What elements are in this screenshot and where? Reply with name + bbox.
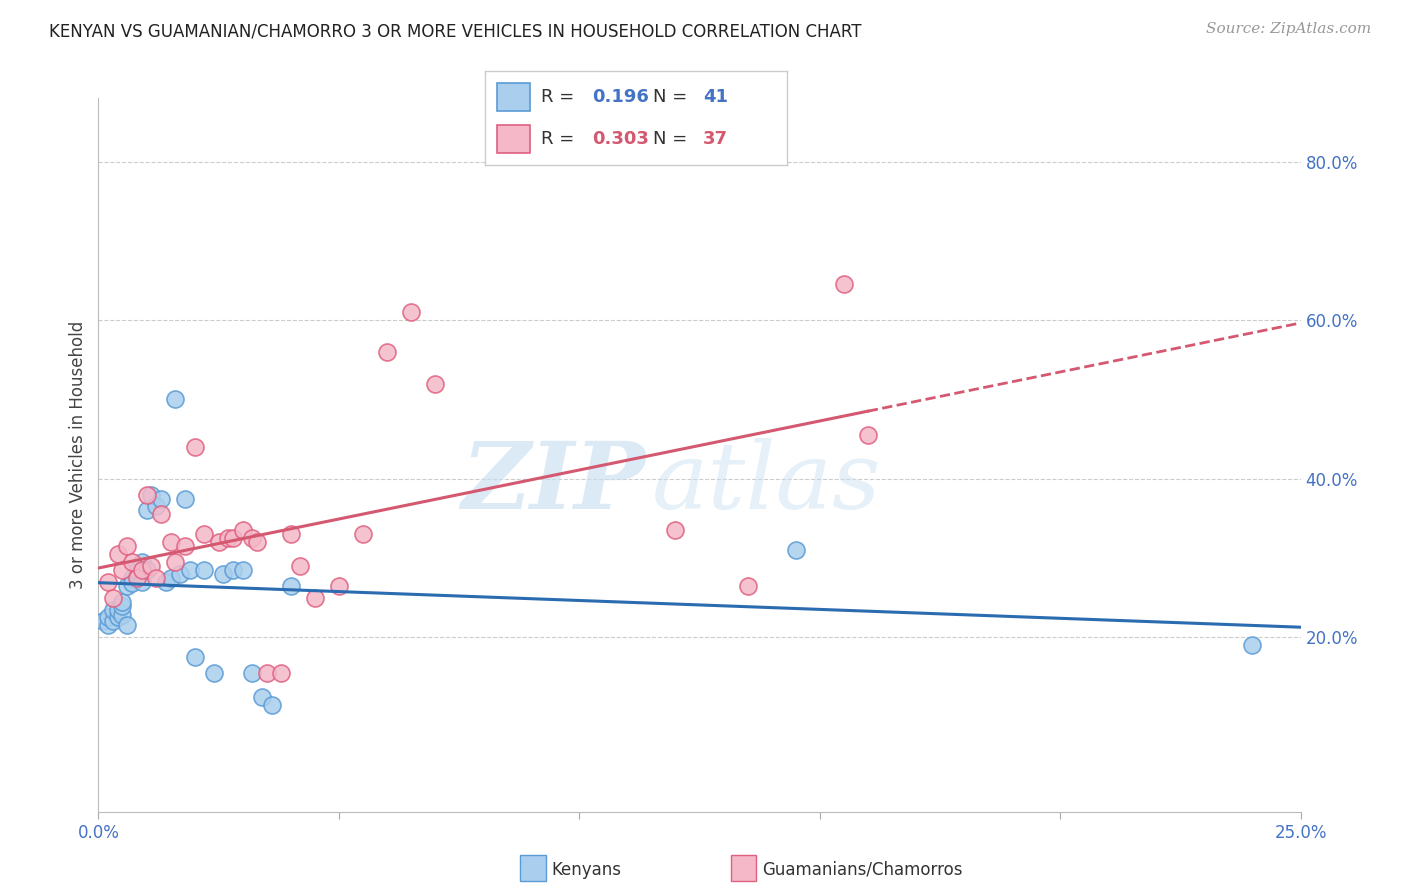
- Point: [202, 665, 225, 680]
- Point: [149, 508, 172, 522]
- Point: [222, 531, 245, 545]
- Point: [169, 566, 191, 581]
- Point: [125, 566, 148, 581]
- Point: [125, 571, 148, 585]
- Text: ZIP: ZIP: [461, 439, 645, 528]
- Point: [121, 555, 143, 569]
- Point: [290, 558, 312, 573]
- Point: [107, 602, 129, 616]
- Point: [193, 527, 215, 541]
- Point: [97, 610, 120, 624]
- Point: [174, 491, 197, 506]
- Point: [159, 571, 181, 585]
- Point: [131, 555, 153, 569]
- Point: [155, 574, 177, 589]
- Point: [165, 555, 187, 569]
- Point: [304, 591, 326, 605]
- Text: 37: 37: [703, 130, 728, 148]
- Point: [193, 563, 215, 577]
- Point: [240, 665, 263, 680]
- Text: N =: N =: [652, 130, 693, 148]
- Point: [101, 591, 124, 605]
- Point: [135, 503, 157, 517]
- Point: [856, 428, 879, 442]
- Point: [145, 571, 167, 585]
- Point: [101, 615, 124, 629]
- Point: [256, 665, 278, 680]
- Point: [785, 543, 807, 558]
- Point: [212, 566, 235, 581]
- Point: [111, 608, 134, 623]
- Point: [145, 500, 167, 514]
- Text: R =: R =: [541, 87, 581, 105]
- Point: [280, 527, 302, 541]
- Point: [165, 392, 187, 407]
- Point: [280, 579, 302, 593]
- Point: [179, 563, 201, 577]
- Point: [375, 344, 398, 359]
- Point: [183, 440, 205, 454]
- Point: [423, 376, 446, 391]
- Point: [91, 615, 114, 629]
- Point: [399, 305, 422, 319]
- Point: [111, 563, 134, 577]
- Point: [117, 539, 139, 553]
- Point: [352, 527, 374, 541]
- Text: Kenyans: Kenyans: [551, 861, 621, 879]
- Point: [111, 599, 134, 613]
- Point: [260, 698, 283, 712]
- Point: [270, 665, 292, 680]
- Point: [117, 618, 139, 632]
- Point: [664, 523, 686, 537]
- FancyBboxPatch shape: [498, 125, 530, 153]
- Point: [135, 563, 157, 577]
- Point: [183, 650, 205, 665]
- Point: [149, 491, 172, 506]
- Point: [174, 539, 197, 553]
- Text: Guamanians/Chamorros: Guamanians/Chamorros: [762, 861, 963, 879]
- Point: [101, 602, 124, 616]
- Point: [117, 579, 139, 593]
- Point: [121, 576, 143, 591]
- Point: [246, 535, 269, 549]
- Text: 41: 41: [703, 87, 728, 105]
- Point: [832, 277, 855, 292]
- Point: [131, 574, 153, 589]
- FancyBboxPatch shape: [498, 83, 530, 111]
- Point: [222, 563, 245, 577]
- Text: Source: ZipAtlas.com: Source: ZipAtlas.com: [1205, 22, 1371, 37]
- Point: [208, 535, 231, 549]
- Point: [217, 531, 239, 545]
- Point: [131, 563, 153, 577]
- Y-axis label: 3 or more Vehicles in Household: 3 or more Vehicles in Household: [69, 321, 87, 589]
- Point: [159, 535, 181, 549]
- Text: R =: R =: [541, 130, 581, 148]
- Text: KENYAN VS GUAMANIAN/CHAMORRO 3 OR MORE VEHICLES IN HOUSEHOLD CORRELATION CHART: KENYAN VS GUAMANIAN/CHAMORRO 3 OR MORE V…: [49, 22, 862, 40]
- Point: [141, 558, 163, 573]
- Text: 0.196: 0.196: [592, 87, 650, 105]
- Point: [125, 563, 148, 577]
- Point: [97, 574, 120, 589]
- Point: [111, 594, 134, 608]
- Text: 0.303: 0.303: [592, 130, 650, 148]
- Point: [328, 579, 350, 593]
- Point: [97, 618, 120, 632]
- Text: N =: N =: [652, 87, 693, 105]
- Point: [250, 690, 273, 704]
- Point: [232, 523, 254, 537]
- Text: atlas: atlas: [651, 439, 882, 528]
- Point: [107, 610, 129, 624]
- Point: [232, 563, 254, 577]
- Point: [737, 579, 759, 593]
- Point: [240, 531, 263, 545]
- Point: [141, 487, 163, 501]
- Point: [135, 487, 157, 501]
- Point: [121, 571, 143, 585]
- Point: [107, 547, 129, 561]
- Point: [1241, 638, 1264, 652]
